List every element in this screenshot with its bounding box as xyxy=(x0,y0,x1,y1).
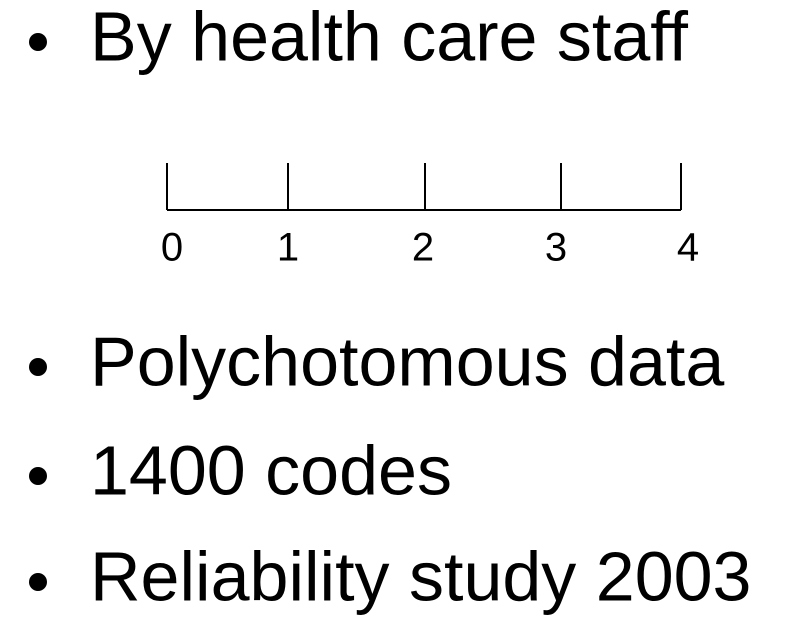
bullet-text: By health care staff xyxy=(90,0,688,75)
scale-label: 4 xyxy=(677,226,699,270)
bullet-text: Reliability study 2003 xyxy=(90,537,751,615)
bullet-dot xyxy=(29,358,47,376)
bullet-text: 1400 codes xyxy=(90,431,452,509)
bullet-text: Polychotomous data xyxy=(90,322,724,400)
scale-label: 0 xyxy=(161,226,183,270)
bullet-dot xyxy=(29,467,47,485)
scale-label: 1 xyxy=(277,226,299,270)
scale: 0 1 2 3 4 xyxy=(161,163,699,270)
bullet-dot xyxy=(29,573,47,591)
scale-label: 2 xyxy=(412,226,434,270)
scale-label: 3 xyxy=(545,226,567,270)
bullet-dot xyxy=(29,33,47,51)
